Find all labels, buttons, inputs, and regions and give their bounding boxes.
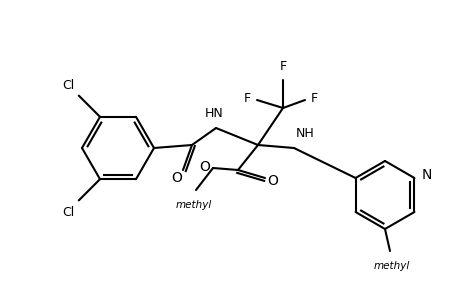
Text: O: O xyxy=(171,171,182,185)
Text: NH: NH xyxy=(295,127,314,140)
Text: F: F xyxy=(310,92,318,104)
Text: methyl: methyl xyxy=(175,200,212,210)
Text: O: O xyxy=(199,160,210,174)
Text: HN: HN xyxy=(204,107,223,120)
Text: O: O xyxy=(267,174,278,188)
Text: N: N xyxy=(420,168,431,182)
Text: Cl: Cl xyxy=(62,206,75,219)
Text: F: F xyxy=(279,60,286,73)
Text: Cl: Cl xyxy=(62,79,75,92)
Text: methyl: methyl xyxy=(373,261,409,271)
Text: F: F xyxy=(243,92,251,104)
